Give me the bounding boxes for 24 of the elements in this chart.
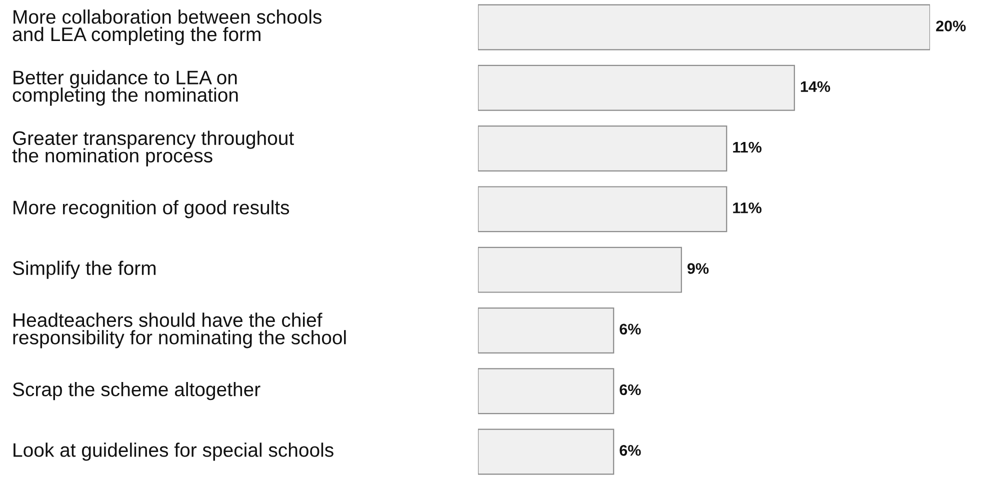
y-tick-label: Look at guidelines for special schools [14,442,334,461]
data-label: 6% [620,445,641,456]
bar [478,428,614,475]
bar [478,4,930,50]
data-label: 11% [733,202,762,214]
bar [478,368,614,414]
data-label: 6% [620,384,641,396]
bar [478,126,728,172]
bar [478,64,795,111]
y-tick-label: Scrap the scheme altogether [12,382,260,400]
data-label: 9% [687,263,709,274]
y-tick-label: More recognition of good results [14,200,290,218]
data-label: 11% [733,142,762,153]
y-tick-label: Better guidance to LEA on completing the nomination [12,70,238,106]
data-label: 20% [936,20,966,32]
y-tick-label: Headteachers should have the chief responsibility for nominating the school [13,312,346,348]
y-tick-label: More collaboration between schools and LEA completing the form [12,10,322,46]
bar [478,307,614,354]
y-tick-label: Greater transparency throughout the nomination process [12,130,294,166]
bar [478,246,682,293]
bar [478,186,728,232]
data-label: 6% [620,324,641,335]
y-tick-label: Simplify the form [12,260,156,279]
data-label: 14% [800,81,830,92]
